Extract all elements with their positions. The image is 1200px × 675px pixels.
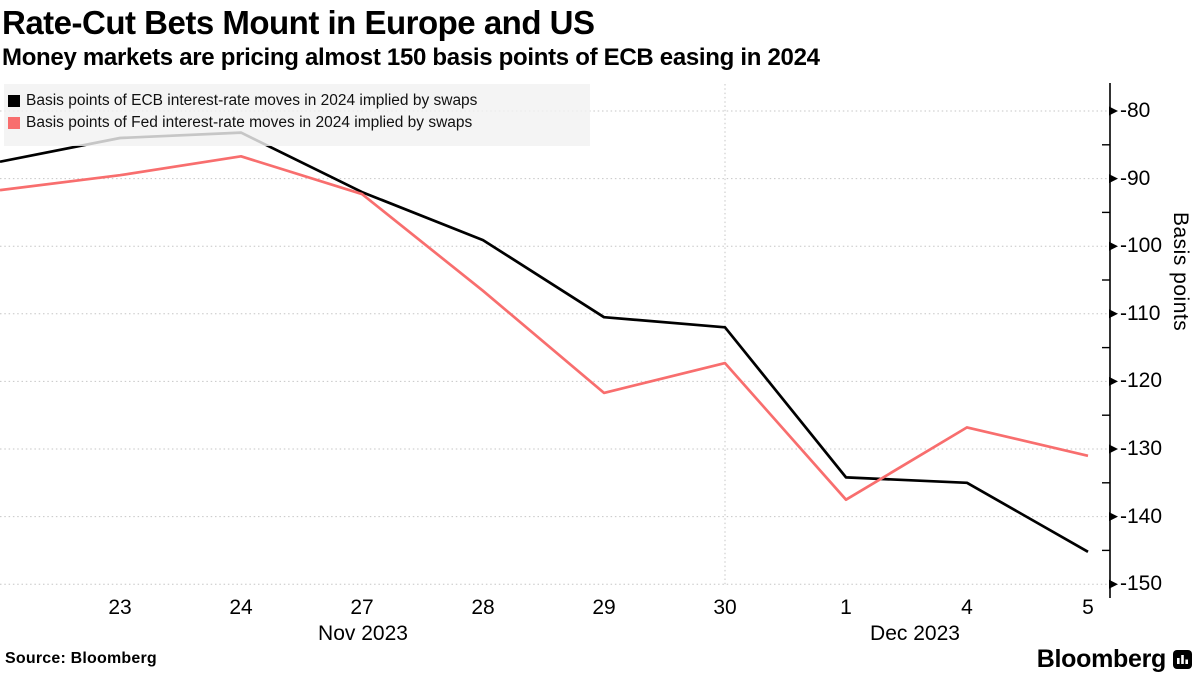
x-tick-label: 23 <box>108 596 132 619</box>
x-tick-label: 29 <box>592 596 616 619</box>
y-major-tick <box>1109 241 1118 251</box>
month-label-nov: Nov 2023 <box>318 622 408 645</box>
y-tick-label: -110 <box>1120 301 1161 325</box>
legend-item-fed: Basis points of Fed interest-rate moves … <box>8 112 582 134</box>
page-subtitle: Money markets are pricing almost 150 bas… <box>2 44 820 71</box>
y-major-tick <box>1109 579 1118 589</box>
x-tick-label: 30 <box>713 596 737 619</box>
bloomberg-wordmark: Bloomberg <box>1036 645 1167 673</box>
y-tick-label: -150 <box>1120 572 1163 596</box>
bloomberg-logo: Bloomberg <box>1037 645 1192 674</box>
fed-swatch-icon <box>8 117 20 129</box>
fed-line <box>0 154 1089 502</box>
source-label: Source: Bloomberg <box>5 650 157 667</box>
x-tick-label: 4 <box>961 596 973 619</box>
y-tick-label: -90 <box>1120 166 1151 190</box>
y-axis-title: Basis points <box>1169 212 1192 332</box>
y-tick-label: -140 <box>1120 504 1163 528</box>
y-major-tick <box>1109 174 1118 184</box>
y-major-tick <box>1109 444 1118 454</box>
x-tick-label: 27 <box>350 596 374 619</box>
legend: Basis points of ECB interest-rate moves … <box>4 84 590 146</box>
x-tick-label: 24 <box>229 596 253 619</box>
y-major-tick <box>1109 376 1118 386</box>
legend-item-ecb: Basis points of ECB interest-rate moves … <box>8 90 582 112</box>
bar-chart-icon <box>1173 650 1192 669</box>
x-tick-label: 5 <box>1082 596 1094 619</box>
y-major-tick <box>1109 106 1118 116</box>
legend-label-fed: Basis points of Fed interest-rate moves … <box>26 114 473 131</box>
month-label-dec: Dec 2023 <box>870 622 960 645</box>
y-tick-label: -80 <box>1120 99 1151 122</box>
y-major-tick <box>1109 512 1118 522</box>
x-tick-label: 28 <box>471 596 495 619</box>
y-tick-label: -120 <box>1120 369 1163 393</box>
y-tick-label: -100 <box>1120 234 1163 258</box>
y-tick-label: -130 <box>1120 437 1163 460</box>
legend-label-ecb: Basis points of ECB interest-rate moves … <box>26 92 478 109</box>
y-major-tick <box>1109 309 1118 319</box>
ecb-swatch-icon <box>8 95 20 107</box>
x-tick-label: 1 <box>840 596 852 619</box>
page-title: Rate-Cut Bets Mount in Europe and US <box>2 4 595 41</box>
